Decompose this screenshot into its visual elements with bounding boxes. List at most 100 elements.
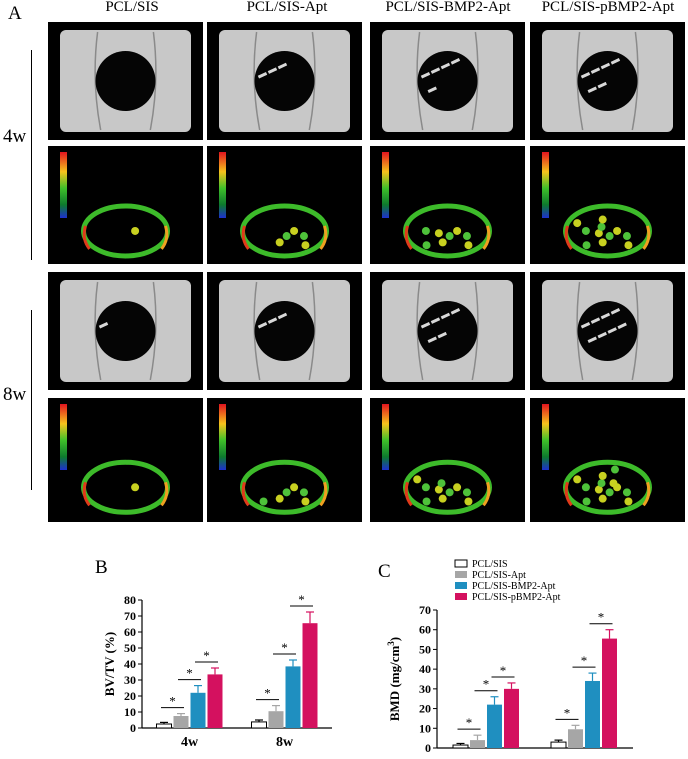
suture-line <box>471 281 479 381</box>
suture-line <box>149 281 157 381</box>
suture-line <box>576 31 584 131</box>
bone-ring <box>403 459 492 515</box>
high-density-edge <box>241 481 250 507</box>
new-bone-fragment <box>590 317 601 324</box>
microct-3d-image-pcl-sis-pbmp2-apt-8w <box>530 272 685 390</box>
suture-line <box>576 281 584 381</box>
new-bone-patch <box>597 479 606 488</box>
y-tick-label: 60 <box>124 625 136 639</box>
new-bone-fragment <box>600 62 611 70</box>
bone-ring <box>403 203 492 259</box>
defect-hole <box>417 51 478 111</box>
bar <box>156 723 172 729</box>
bar <box>251 721 267 729</box>
high-density-edge <box>642 225 651 250</box>
new-bone-fragment <box>437 331 447 339</box>
legend-label: PCL/SIS <box>472 559 508 570</box>
high-density-edge <box>482 481 491 507</box>
new-bone-patch <box>301 241 310 250</box>
new-bone-fragment <box>597 81 607 89</box>
column-header-pcl-sis-bmp2-apt: PCL/SIS-BMP2-Apt <box>385 0 511 15</box>
bone-ring <box>240 203 329 259</box>
new-bone-fragment <box>440 312 451 320</box>
defect-hole <box>254 51 315 111</box>
new-bone-patch <box>421 226 430 235</box>
suture-line <box>94 281 102 381</box>
high-density-edge <box>160 481 169 507</box>
column-header-pcl-sis-apt: PCL/SIS-Apt <box>246 0 328 15</box>
new-bone-patch <box>453 483 462 492</box>
bone-ring <box>563 203 652 259</box>
suture-line <box>253 31 261 131</box>
defect-hole <box>95 51 156 111</box>
new-bone-patch <box>598 471 607 480</box>
new-bone-patch <box>282 488 291 497</box>
y-tick-label: 20 <box>419 702 431 716</box>
row-divider-8w <box>31 310 32 490</box>
suture-line <box>253 281 261 381</box>
defect-hole <box>417 301 478 361</box>
column-header-pcl-sis-pbmp2-apt: PCL/SIS-pBMP2-Apt <box>541 0 675 15</box>
microct-3d-image-pcl-sis-bmp2-apt-4w <box>370 22 525 140</box>
new-bone-patch <box>598 238 607 247</box>
color-scale-bar <box>382 152 389 218</box>
suture-line <box>308 281 316 381</box>
row-label-8w: 8w <box>3 384 27 405</box>
color-scale-bar <box>219 152 226 218</box>
new-bone-fragment <box>427 86 437 94</box>
new-bone-patch <box>464 241 473 250</box>
panel-label-b: B <box>95 557 108 578</box>
new-bone-patch <box>445 488 454 497</box>
new-bone-patch <box>259 497 268 506</box>
high-density-edge <box>319 225 328 250</box>
new-bone-patch <box>624 241 633 250</box>
density-heatmap-image-pcl-sis-apt-8w <box>207 398 362 522</box>
row-label-4w: 4w <box>3 126 27 147</box>
microct-3d-image-pcl-sis-apt-8w <box>207 272 362 390</box>
new-bone-fragment <box>600 312 611 320</box>
new-bone-fragment <box>98 321 109 329</box>
y-tick-label: 70 <box>124 609 136 623</box>
microct-3d-image-pcl-sis-4w <box>48 22 203 140</box>
bar <box>602 638 617 748</box>
bar <box>550 741 567 749</box>
bar <box>487 704 502 748</box>
new-bone-patch <box>594 485 603 494</box>
new-bone-patch <box>282 232 291 241</box>
high-density-edge <box>404 481 413 507</box>
bone-ring <box>81 203 170 259</box>
row-divider-4w <box>31 50 32 260</box>
legend-swatch <box>455 593 467 600</box>
new-bone-fragment <box>440 62 451 70</box>
new-bone-fragment <box>430 317 441 324</box>
new-bone-patch <box>275 238 284 247</box>
bone-ring <box>81 459 170 515</box>
y-tick-label: 40 <box>124 657 136 671</box>
y-tick-label: 70 <box>419 603 431 617</box>
new-bone-fragment <box>617 322 627 330</box>
y-axis-label: BMD (mg/cm3) <box>386 637 402 721</box>
legend-swatch <box>454 559 468 568</box>
suture-line <box>631 31 639 131</box>
new-bone-patch <box>453 226 462 235</box>
new-bone-fragment <box>277 312 288 320</box>
high-density-edge <box>160 225 169 250</box>
significance-star: * <box>298 592 305 607</box>
y-tick-label: 0 <box>130 721 136 735</box>
density-heatmap-image-pcl-sis-pbmp2-apt-4w <box>530 146 685 264</box>
new-bone-patch <box>434 485 443 494</box>
density-heatmap-image-pcl-sis-bmp2-apt-8w <box>370 398 525 522</box>
y-tick-label: 30 <box>419 682 431 696</box>
significance-star: * <box>169 694 176 709</box>
color-scale-bar <box>60 152 67 218</box>
high-density-edge <box>319 481 328 507</box>
high-density-edge <box>642 481 651 507</box>
density-heatmap-image-pcl-sis-8w <box>48 398 203 522</box>
new-bone-patch <box>462 232 471 241</box>
new-bone-fragment <box>580 71 591 79</box>
new-bone-fragment <box>427 336 437 344</box>
new-bone-patch <box>422 497 431 506</box>
new-bone-fragment <box>590 67 601 74</box>
new-bone-patch <box>438 238 447 247</box>
new-bone-fragment <box>257 321 268 329</box>
